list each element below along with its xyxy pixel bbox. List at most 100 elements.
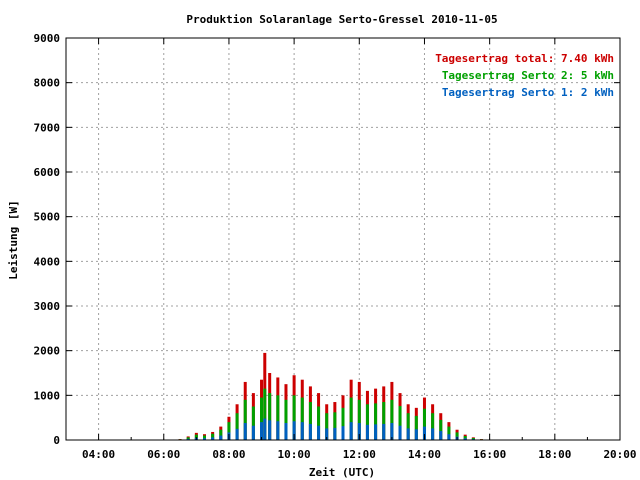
- bar-series-1: [203, 435, 206, 440]
- y-axis-label: Leistung [W]: [7, 200, 20, 279]
- bar-series-1: [260, 397, 264, 440]
- bar-series-1: [268, 393, 272, 440]
- bars: [178, 352, 483, 440]
- plot-frame: [65, 37, 621, 441]
- bar-series-2: [406, 428, 410, 440]
- bar-series-1: [186, 437, 190, 440]
- bar-series-2: [317, 425, 321, 440]
- bar-series-1: [219, 429, 223, 440]
- x-tick-label: 10:00: [278, 448, 311, 461]
- y-tick-label: 1000: [34, 389, 61, 402]
- x-tick-label: 08:00: [212, 448, 245, 461]
- bar-series-2: [284, 423, 288, 440]
- legend-entry: Tagesertrag total: 7.40 kWh: [435, 52, 614, 65]
- bar-series-2: [333, 427, 337, 440]
- bar-series-1: [276, 395, 280, 440]
- bar-series-2: [300, 422, 304, 440]
- bar-series-2: [463, 438, 467, 440]
- y-tick-label: 8000: [34, 77, 61, 90]
- bar-series-1: [235, 413, 239, 440]
- bar-series-2: [325, 428, 329, 440]
- bar-series-2: [349, 422, 353, 440]
- legend-entry: Tagesertrag Serto 1: 2 kWh: [442, 86, 614, 99]
- bar-series-1: [374, 403, 378, 440]
- x-tick-label: 16:00: [473, 448, 506, 461]
- axis-ticks: 0 1000 2000 3000 4000 5000 6000 7000 8000 9000 04:…: [34, 32, 637, 461]
- bar-series-2: [374, 424, 378, 440]
- bar-series-1: [284, 399, 288, 440]
- bar-series-1: [439, 419, 443, 440]
- bar-series-2: [357, 423, 361, 440]
- bar-series-2: [268, 420, 272, 440]
- bar-series-1: [463, 435, 467, 440]
- bar-series-1: [325, 413, 329, 440]
- bar-series-1: [471, 437, 475, 440]
- y-tick-label: 0: [53, 434, 60, 447]
- bar-series-2: [422, 426, 426, 440]
- bar-series-2: [260, 422, 264, 440]
- bar-series-2: [398, 425, 402, 440]
- bar-series-1: [300, 397, 304, 440]
- legend: Tagesertrag total: 7.40 kWh Tagesertrag S…: [435, 52, 614, 99]
- bar-series-2: [390, 423, 394, 440]
- bar-series-2: [186, 438, 190, 440]
- y-tick-label: 7000: [34, 121, 61, 134]
- bar-series-1: [455, 432, 459, 440]
- bar-series-2: [365, 424, 369, 440]
- bar-series-2: [308, 423, 312, 440]
- bar-series-2: [243, 423, 247, 440]
- bar-series-2: [439, 431, 443, 440]
- bar-series-1: [211, 433, 215, 440]
- x-tick-label: 14:00: [408, 448, 441, 461]
- x-tick-label: 12:00: [343, 448, 376, 461]
- bar-series-1: [341, 407, 345, 440]
- x-tick-label: 06:00: [147, 448, 180, 461]
- bar-series-1: [431, 413, 435, 440]
- bar-series-2: [263, 418, 267, 440]
- x-tick-label: 04:00: [82, 448, 115, 461]
- bar-series-1: [263, 388, 267, 440]
- bar-series-1: [308, 402, 312, 440]
- bar-series-2: [251, 425, 255, 440]
- bar-series-1: [398, 406, 402, 440]
- bar-series-1: [292, 395, 296, 440]
- x-tick-label: 20:00: [603, 448, 636, 461]
- chart-title: Produktion Solaranlage Serto-Gressel 201…: [186, 13, 497, 26]
- bar-series-2: [292, 421, 296, 440]
- bar-series-2: [341, 426, 345, 440]
- bar-series-1: [390, 399, 394, 440]
- bar-series-1: [349, 397, 353, 440]
- bar-series-1: [382, 402, 386, 440]
- legend-entry: Tagesertrag Serto 2: 5 kWh: [442, 69, 614, 82]
- y-tick-label: 2000: [34, 345, 61, 358]
- bar-series-1: [422, 408, 426, 440]
- y-tick-label: 9000: [34, 32, 61, 45]
- bar-series-1: [317, 406, 321, 440]
- bar-series-1: [357, 399, 361, 440]
- bar-series-2: [235, 428, 239, 440]
- bar-series-1: [414, 415, 418, 440]
- y-tick-label: 3000: [34, 300, 61, 313]
- bar-series-1: [333, 412, 337, 440]
- bar-series-2: [431, 428, 435, 440]
- y-tick-label: 5000: [34, 211, 61, 224]
- grid-lines: [66, 38, 620, 440]
- bar-series-1: [251, 406, 255, 440]
- bar-series-2: [203, 438, 206, 440]
- y-tick-label: 4000: [34, 255, 61, 268]
- bar-series-2: [276, 421, 280, 440]
- bar-series-2: [211, 437, 215, 440]
- bar-series-1: [406, 413, 410, 440]
- x-tick-label: 18:00: [538, 448, 571, 461]
- bar-series-2: [382, 423, 386, 440]
- bar-series-1: [365, 404, 369, 440]
- x-axis-label: Zeit (UTC): [309, 466, 375, 479]
- bar-series-1: [447, 426, 451, 440]
- bar-series-2: [414, 429, 418, 440]
- bar-series-2: [447, 434, 451, 440]
- bar-series-1: [243, 399, 247, 440]
- bar-series-2: [219, 435, 223, 440]
- bar-series-1: [227, 422, 231, 440]
- y-tick-label: 6000: [34, 166, 61, 179]
